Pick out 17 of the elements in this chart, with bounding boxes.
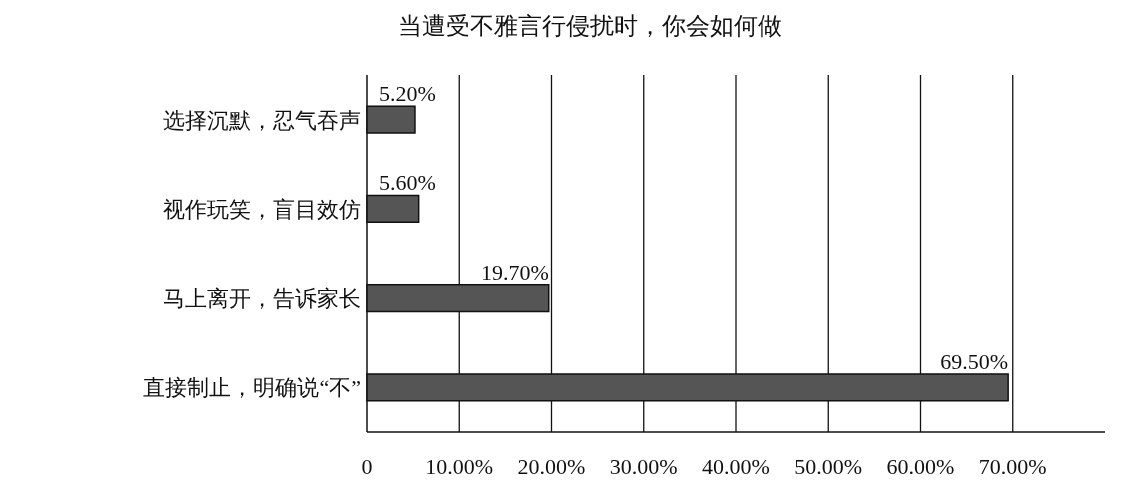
data-label: 69.50% — [940, 348, 1009, 374]
x-tick-label: 50.00% — [794, 454, 863, 479]
y-tick-label: 马上离开，告诉家长 — [163, 286, 361, 312]
x-tick-label: 20.00% — [517, 454, 586, 479]
y-tick-label: 视作玩笑，盲目效仿 — [163, 196, 361, 222]
chart-title: 当遭受不雅言行侵扰时，你会如何做 — [398, 13, 782, 39]
x-tick-label: 70.00% — [978, 454, 1047, 479]
x-tick-label: 10.00% — [425, 454, 494, 479]
data-label: 19.70% — [480, 259, 549, 285]
x-tick-label: 60.00% — [886, 454, 955, 479]
data-label: 5.60% — [379, 170, 436, 196]
y-tick-label: 选择沉默，忍气吞声 — [163, 107, 361, 133]
data-label: 5.20% — [379, 81, 436, 107]
y-tick-label: 直接制止，明确说“不” — [143, 375, 361, 401]
x-tick-label: 30.00% — [609, 454, 678, 479]
x-tick-label: 0 — [361, 454, 373, 479]
x-tick-label: 40.00% — [702, 454, 770, 479]
